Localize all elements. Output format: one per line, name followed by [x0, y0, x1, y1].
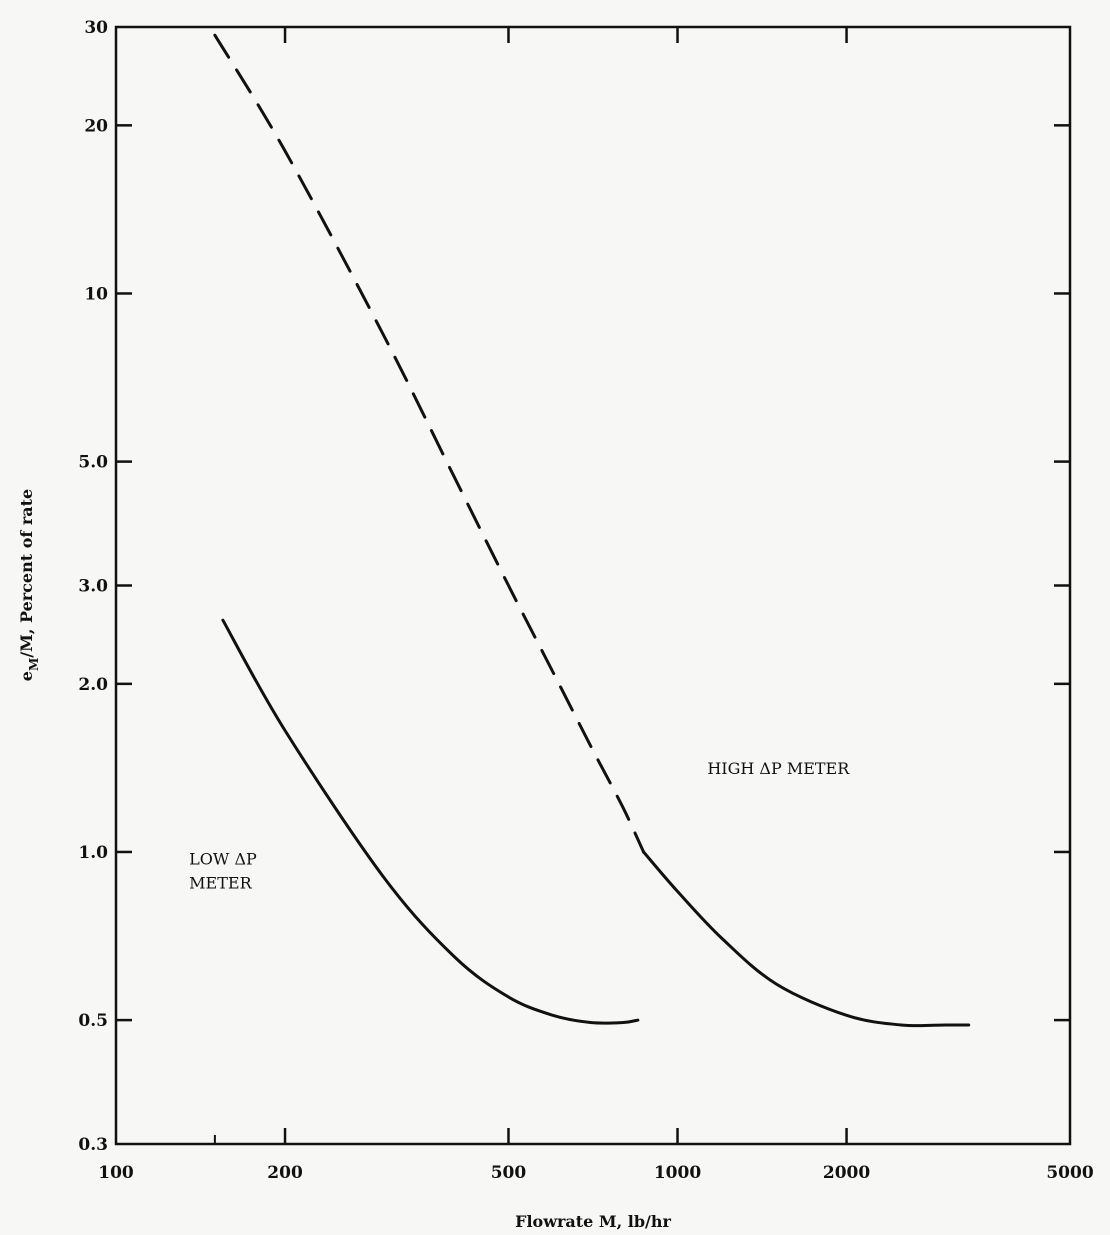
- series-layer: [213, 33, 971, 1028]
- y-tick-label: 30: [84, 18, 108, 38]
- y-tick-label: 20: [84, 116, 108, 136]
- x-tick-label: 200: [267, 1163, 303, 1183]
- y-tick-label: 2.0: [78, 675, 108, 695]
- y-tick-label: 5.0: [78, 453, 108, 473]
- annotation-line: HIGH ΔP METER: [707, 759, 850, 778]
- x-tick-label: 100: [98, 1163, 134, 1183]
- annotation-2: HIGH ΔP METER: [707, 759, 850, 778]
- x-tick-label: 1000: [654, 1163, 701, 1183]
- plot-frame: [114, 25, 1072, 1146]
- series-line-2: [213, 33, 646, 854]
- y-axis-title: eM/M, Percent of rate: [17, 489, 41, 681]
- y-tick-label: 1.0: [78, 843, 108, 863]
- series-line-3: [642, 850, 971, 1028]
- y-axis-title-rest: /M, Percent of rate: [17, 489, 36, 658]
- x-axis-title: Flowrate M, lb/hr: [515, 1212, 671, 1231]
- y-axis-title-main: e: [17, 671, 36, 681]
- annotation-line: LOW ΔP: [189, 849, 257, 868]
- series-line-1: [221, 618, 640, 1025]
- x-tick-label: 500: [491, 1163, 527, 1183]
- annotation-1: LOW ΔP METER: [189, 849, 257, 892]
- y-tick-label: 0.5: [78, 1011, 108, 1031]
- y-tick-label: 0.3: [78, 1135, 108, 1155]
- y-tick-label: 3.0: [78, 577, 108, 597]
- y-axis-title-sub: M: [27, 658, 41, 671]
- axis-ticks: 100 200 500 1000 2000 5000 0.3 0.5 1.0 2.0 3.0 5.0 1…: [78, 18, 1093, 1183]
- x-tick-label: 2000: [823, 1163, 870, 1183]
- annotation-line: METER: [189, 873, 252, 892]
- y-tick-label: 10: [84, 284, 108, 304]
- x-tick-label: 5000: [1046, 1163, 1093, 1183]
- annotations: LOW ΔP METER HIGH ΔP METER: [189, 759, 850, 893]
